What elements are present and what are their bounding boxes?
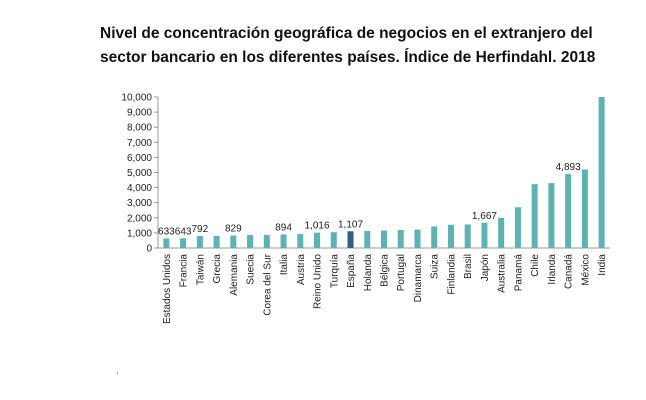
category-label: Panamá bbox=[513, 254, 524, 292]
bar bbox=[598, 97, 605, 248]
category-label: Brasil bbox=[463, 254, 474, 279]
bar bbox=[565, 174, 572, 248]
category-label: Taiwán bbox=[195, 254, 206, 285]
y-tick-label: 9,000 bbox=[127, 108, 152, 119]
bar bbox=[314, 232, 321, 248]
category-label: India bbox=[597, 254, 608, 276]
category-label: Australia bbox=[497, 254, 508, 293]
bar bbox=[464, 224, 471, 248]
bar bbox=[481, 222, 488, 248]
data-label: 894 bbox=[275, 223, 292, 234]
category-label: Grecia bbox=[212, 254, 223, 284]
bar bbox=[381, 230, 387, 248]
y-tick-label: 1,000 bbox=[127, 228, 152, 239]
bar bbox=[414, 229, 421, 248]
data-label: 633 bbox=[158, 226, 175, 237]
category-label: Alemania bbox=[229, 254, 240, 296]
y-tick-label: 0 bbox=[146, 244, 152, 255]
data-label: 643 bbox=[175, 226, 192, 237]
category-label: Suiza bbox=[430, 254, 441, 279]
category-label: Chile bbox=[530, 254, 541, 277]
y-tick-label: 4,000 bbox=[127, 183, 152, 194]
category-label: Portugal bbox=[396, 254, 407, 291]
chart-title-line-2: sector bancario en los diferentes países… bbox=[100, 49, 596, 66]
bar bbox=[213, 235, 220, 248]
category-label: Canadá bbox=[564, 254, 575, 289]
category-label: Corea del Sur bbox=[262, 253, 273, 315]
category-label: Austria bbox=[296, 254, 307, 286]
category-label: Finlandia bbox=[446, 254, 457, 295]
category-label: Bélgica bbox=[380, 254, 391, 287]
category-label: Irlanda bbox=[547, 254, 558, 285]
category-label: Estados Unidos bbox=[162, 254, 173, 324]
bar bbox=[230, 235, 237, 248]
y-tick-label: 6,000 bbox=[127, 153, 152, 164]
bar bbox=[347, 231, 354, 248]
bar bbox=[330, 232, 337, 248]
data-label: 4,893 bbox=[556, 162, 581, 173]
bar bbox=[397, 230, 404, 248]
bar bbox=[548, 183, 555, 248]
y-tick-label: 7,000 bbox=[127, 138, 152, 149]
category-label: México bbox=[580, 254, 591, 286]
bar bbox=[581, 169, 588, 248]
bar bbox=[364, 230, 371, 248]
y-tick-label: 10,000 bbox=[121, 93, 152, 104]
bar bbox=[247, 235, 254, 248]
y-tick-label: 2,000 bbox=[127, 213, 152, 224]
data-label: 1,016 bbox=[305, 221, 330, 232]
category-label: Suecia bbox=[246, 254, 257, 285]
bar bbox=[447, 224, 454, 248]
stray-mark: ˈ bbox=[116, 372, 119, 382]
data-label: 1,667 bbox=[472, 211, 497, 222]
data-label: 829 bbox=[225, 223, 242, 234]
y-tick-label: 5,000 bbox=[127, 168, 152, 179]
bar bbox=[196, 236, 203, 248]
category-label: Reino Unido bbox=[313, 254, 324, 309]
y-tick-label: 8,000 bbox=[127, 123, 152, 134]
data-label: 792 bbox=[192, 224, 209, 235]
category-label: Holanda bbox=[363, 254, 374, 292]
bar bbox=[498, 217, 505, 248]
bar bbox=[280, 234, 287, 248]
category-label: Dinamarca bbox=[413, 254, 424, 303]
bar bbox=[180, 238, 187, 248]
category-label: Italia bbox=[279, 254, 290, 276]
category-label: Japón bbox=[480, 254, 491, 281]
category-label: Francia bbox=[179, 254, 190, 288]
bar bbox=[514, 207, 521, 248]
bar bbox=[297, 234, 304, 248]
data-label: 1,107 bbox=[338, 219, 363, 230]
category-label: España bbox=[346, 254, 357, 288]
bar bbox=[163, 238, 170, 248]
bar bbox=[263, 234, 270, 248]
category-label: Turquía bbox=[329, 254, 340, 289]
bar bbox=[431, 226, 438, 248]
y-tick-label: 3,000 bbox=[127, 198, 152, 209]
bar bbox=[531, 184, 538, 248]
chart-title: Nivel de concentración geográfica de neg… bbox=[100, 22, 640, 70]
chart-title-line-1: Nivel de concentración geográfica de neg… bbox=[100, 25, 593, 42]
